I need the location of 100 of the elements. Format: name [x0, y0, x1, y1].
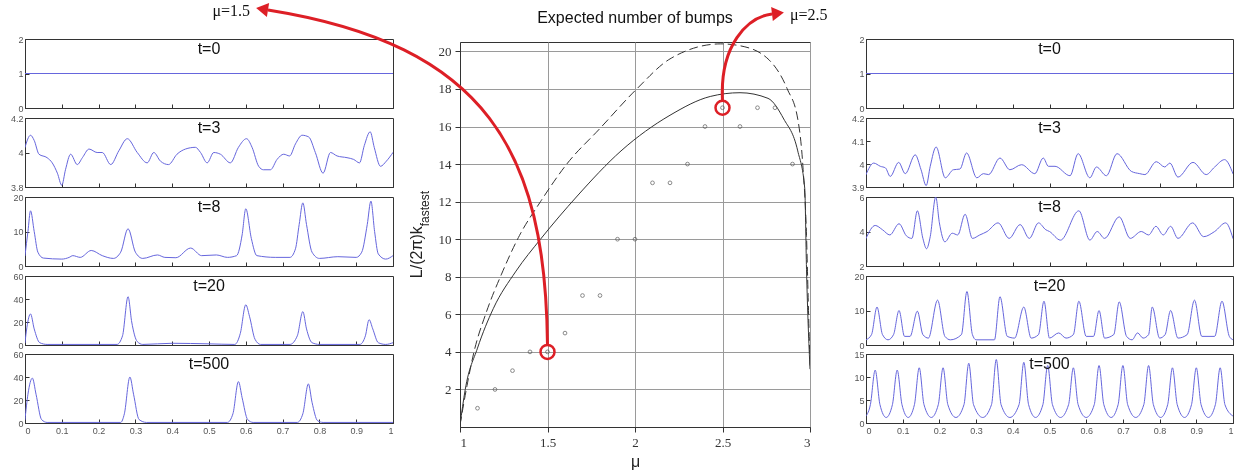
x-tick-label: 0.6 [240, 425, 253, 436]
point [667, 180, 673, 186]
x-tick-label: 0.8 [313, 425, 327, 436]
x-tick-label: 0.8 [1153, 425, 1167, 436]
point [632, 236, 638, 242]
y-tick-label: 0 [859, 340, 865, 351]
y-tick-label: 60 [13, 349, 24, 360]
y-tick-label: 4.2 [851, 113, 865, 124]
y-tick-label: 0 [18, 418, 24, 429]
x-tick-label: 0.1 [56, 425, 69, 436]
point [475, 405, 480, 411]
x-tick-label: 0.4 [166, 425, 179, 436]
chart-title: Expected number of bumps [537, 9, 733, 26]
x-tick-label: 0.4 [1007, 425, 1020, 436]
y-tick-label: 6 [445, 306, 452, 322]
x-axis-title: μ [630, 452, 641, 470]
point [702, 124, 708, 129]
line-series [25, 296, 393, 345]
y-tick-label: 20 [438, 43, 452, 59]
y-tick-label: 0 [18, 103, 24, 114]
x-tick-label: 2.5 [714, 434, 732, 450]
line-series [866, 146, 1233, 187]
x-tick-label: 0 [866, 425, 872, 436]
line-series [25, 200, 393, 260]
line-series [866, 291, 1233, 341]
annotation: μ=1.5 [212, 2, 250, 20]
x-tick-label: 1 [1228, 425, 1234, 436]
point [790, 161, 795, 167]
point [772, 105, 778, 111]
chart-title: t=8 [1038, 198, 1061, 215]
line-series [25, 376, 393, 423]
point [615, 236, 620, 242]
x-tick-label: 1 [388, 425, 394, 436]
chart-title: t=3 [1038, 119, 1061, 136]
y-tick-label: 20 [854, 271, 865, 282]
y-tick-label: 2 [445, 381, 452, 397]
y-tick-label: 16 [438, 119, 452, 135]
point [755, 105, 760, 111]
y-tick-label: 4 [859, 159, 865, 170]
y-tick-label: 1 [859, 69, 865, 79]
x-tick-label: 0.5 [1043, 425, 1057, 436]
x-tick-label: 0.9 [350, 425, 363, 436]
y-tick-label: 0 [859, 103, 865, 114]
x-tick-label: 0 [25, 425, 31, 436]
point [562, 330, 568, 336]
y-tick-label: 4 [18, 148, 24, 158]
y-tick-label: 4 [445, 344, 452, 360]
y-tick-label: 0 [18, 261, 24, 272]
x-tick-label: 0.1 [896, 425, 910, 436]
chart-title: t=500 [1029, 355, 1070, 372]
point [685, 161, 690, 167]
chart-title: t=3 [197, 119, 221, 136]
x-tick-label: 0.3 [970, 425, 983, 436]
y-tick-label: 20 [13, 192, 24, 203]
y-tick-label: 14 [438, 156, 452, 172]
line-series [25, 131, 393, 186]
point [650, 180, 655, 186]
annotation: μ=2.5 [790, 6, 828, 24]
y-tick-label: 4.2 [10, 113, 24, 124]
y-tick-label: 1 [18, 69, 24, 79]
y-tick-label: 3.8 [10, 182, 24, 193]
y-tick-label: 8 [445, 269, 452, 285]
y-tick-label: 60 [13, 271, 24, 282]
point [737, 124, 743, 129]
y-tick-label: 12 [438, 194, 452, 210]
y-tick-label: 18 [438, 81, 452, 97]
y-tick-label: 0 [859, 418, 865, 429]
y-tick-label: 10 [438, 231, 452, 247]
x-tick-label: 1.5 [539, 434, 557, 450]
point [580, 293, 585, 298]
point [510, 368, 515, 374]
y-tick-label: 2 [859, 261, 865, 272]
point [597, 293, 603, 298]
y-tick-label: 4 [859, 227, 865, 237]
x-tick-label: 0.2 [92, 425, 106, 436]
point [492, 387, 498, 392]
y-tick-label: 6 [859, 192, 865, 203]
y-tick-label: 10 [13, 227, 24, 237]
y-tick-label: 15 [854, 349, 865, 360]
x-tick-label: 0.3 [129, 425, 143, 436]
y-tick-label: 2 [18, 34, 24, 45]
x-tick-label: 1 [460, 434, 467, 450]
y-tick-label: 40 [13, 294, 24, 305]
y-tick-label: 20 [13, 317, 24, 328]
chart-title: t=0 [197, 40, 221, 57]
line-series [866, 359, 1233, 418]
y-tick-label: 10 [854, 372, 865, 383]
x-tick-label: 0.5 [203, 425, 216, 436]
y-tick-label: 10 [854, 306, 865, 316]
line-series [866, 197, 1233, 250]
point [527, 349, 533, 355]
chart-title: t=20 [1033, 277, 1066, 294]
y-tick-label: 3.9 [851, 182, 865, 193]
x-tick-label: 0.6 [1080, 425, 1093, 436]
x-tick-label: 0.7 [276, 425, 290, 436]
x-tick-label: 0.7 [1117, 425, 1130, 436]
y-tick-label: 4.1 [851, 136, 865, 147]
x-tick-label: 2 [632, 434, 639, 450]
y-tick-label: 20 [13, 395, 24, 406]
chart-title: t=500 [188, 355, 230, 372]
